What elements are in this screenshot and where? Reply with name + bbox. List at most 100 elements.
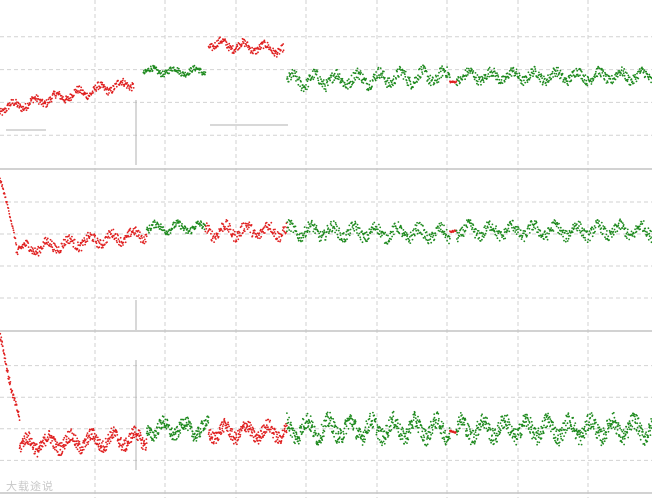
data-point-green	[168, 424, 170, 426]
data-point-green	[320, 78, 322, 80]
data-point-red	[81, 250, 83, 252]
data-point-green	[602, 441, 604, 443]
data-point-green	[644, 228, 646, 230]
data-point-red	[79, 441, 81, 443]
data-point-red	[63, 439, 65, 441]
data-point-green	[502, 82, 504, 84]
data-point-green	[457, 237, 459, 239]
data-point-red	[246, 226, 248, 228]
data-point-green	[639, 228, 641, 230]
data-point-green	[316, 74, 318, 76]
data-point-green	[617, 425, 619, 427]
data-point-green	[480, 84, 482, 86]
data-point-green	[444, 70, 446, 72]
data-point-green	[624, 75, 626, 77]
data-point-green	[201, 224, 203, 226]
data-point-green	[554, 75, 556, 77]
data-point-green	[179, 70, 181, 72]
data-point-red	[134, 426, 136, 428]
data-point-green	[404, 76, 406, 78]
data-point-green	[423, 434, 425, 436]
data-point-green	[434, 232, 436, 234]
data-point-red	[71, 432, 73, 434]
data-point-green	[630, 424, 632, 426]
data-point-green	[190, 423, 192, 425]
data-point-green	[598, 435, 600, 437]
data-point-green	[406, 431, 408, 433]
data-point-green	[146, 427, 148, 429]
data-point-green	[194, 228, 196, 230]
data-point-red	[234, 234, 236, 236]
data-point-green	[438, 418, 440, 420]
data-point-red	[234, 51, 236, 53]
data-point-red	[34, 451, 36, 453]
data-point-red	[12, 99, 14, 101]
data-point-green	[329, 412, 331, 414]
data-point-red	[1, 343, 3, 345]
data-point-green	[477, 81, 479, 83]
data-point-green	[631, 78, 633, 80]
data-point-green	[387, 235, 389, 237]
data-point-green	[545, 419, 547, 421]
data-point-red	[140, 432, 142, 434]
data-point-green	[294, 430, 296, 432]
data-point-green	[583, 76, 585, 78]
data-point-green	[558, 445, 560, 447]
data-point-red	[89, 95, 91, 97]
data-point-red	[118, 238, 120, 240]
data-point-green	[155, 226, 157, 228]
data-point-green	[442, 425, 444, 427]
data-point-green	[444, 237, 446, 239]
data-point-green	[647, 74, 649, 76]
data-point-green	[493, 68, 495, 70]
data-point-green	[303, 90, 305, 92]
data-point-red	[103, 240, 105, 242]
data-point-green	[148, 230, 150, 232]
data-point-red	[231, 428, 233, 430]
data-point-green	[599, 72, 601, 74]
data-point-green	[553, 434, 555, 436]
data-point-red	[228, 424, 230, 426]
data-point-red	[79, 447, 81, 449]
data-point-red	[247, 41, 249, 43]
data-point-green	[305, 235, 307, 237]
data-point-green	[531, 421, 533, 423]
data-point-green	[171, 70, 173, 72]
data-point-red	[75, 435, 77, 437]
data-point-green	[356, 232, 358, 234]
data-point-green	[617, 76, 619, 78]
data-point-green	[639, 422, 641, 424]
data-point-green	[309, 75, 311, 77]
data-point-green	[446, 66, 448, 68]
data-point-red	[243, 222, 245, 224]
data-point-green	[392, 85, 394, 87]
data-point-green	[147, 434, 149, 436]
data-point-green	[366, 240, 368, 242]
data-point-red	[1, 114, 3, 116]
data-point-green	[567, 233, 569, 235]
data-point-green	[574, 223, 576, 225]
data-point-green	[459, 427, 461, 429]
data-point-green	[417, 431, 419, 433]
data-point-green	[579, 230, 581, 232]
data-point-green	[526, 235, 528, 237]
data-point-green	[615, 426, 617, 428]
data-point-red	[99, 242, 101, 244]
data-point-green	[338, 76, 340, 78]
data-point-red	[254, 49, 256, 51]
data-point-red	[122, 78, 124, 80]
data-point-green	[563, 435, 565, 437]
data-point-green	[583, 435, 585, 437]
data-point-green	[503, 235, 505, 237]
data-point-green	[396, 426, 398, 428]
data-point-red	[32, 102, 34, 104]
data-point-green	[401, 227, 403, 229]
data-point-green	[459, 235, 461, 237]
data-point-red	[52, 445, 54, 447]
data-point-green	[588, 234, 590, 236]
data-point-red	[104, 244, 106, 246]
data-point-green	[190, 67, 192, 69]
data-point-green	[306, 89, 308, 91]
data-point-green	[604, 79, 606, 81]
data-point-green	[569, 422, 571, 424]
